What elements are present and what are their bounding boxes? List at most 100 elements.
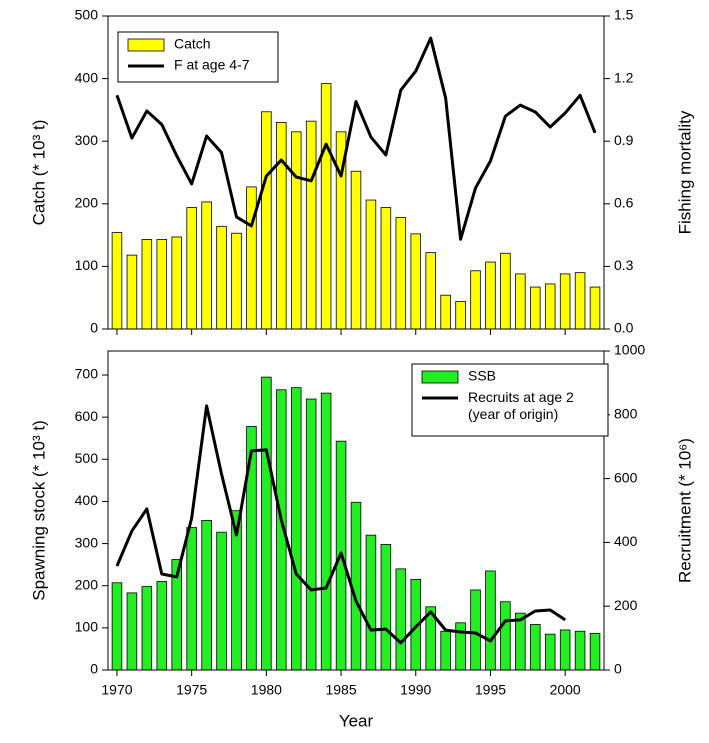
bar [216,531,227,671]
bar [574,630,586,671]
y-tick-label: 700 [75,366,99,382]
bar [380,544,392,671]
y2-tick-label: 1.5 [614,7,634,23]
bar [500,601,511,671]
y2-tick-label: 600 [614,469,638,485]
bar [171,236,182,330]
legend-label: F at age 4-7 [174,57,250,73]
y-tick-label: 100 [75,257,99,273]
y2-axis-label: Fishing mortality [675,110,694,234]
y2-tick-label: 1000 [614,342,645,358]
y2-axis-label: Recruitment (* 10⁶) [675,438,694,583]
y-tick-label: 0 [90,320,98,336]
y2-tick-label: 200 [614,597,638,613]
bar [186,207,197,330]
bar [305,398,317,671]
bar [141,586,153,671]
plot-frame [107,350,605,671]
bar [290,131,302,330]
bar [365,199,377,330]
y-tick-label: 400 [75,492,99,508]
x-tick-label: 1995 [475,682,506,698]
bar [246,186,257,330]
bar [530,624,541,671]
y-tick-label: 400 [75,69,99,85]
x-tick-label: 1990 [400,682,431,698]
bar [231,232,242,330]
bar [395,568,407,671]
legend-label: Recruits at age 2 (year of origin) [468,389,574,422]
bar [589,632,601,671]
bar [141,239,153,330]
bar [126,592,138,671]
y-tick-label: 600 [75,408,99,424]
y-axis-label: Catch (* 10³ t) [29,120,48,226]
bar [515,273,526,330]
bar [201,201,212,330]
bar [530,286,541,330]
y-tick-label: 0 [90,661,98,677]
bar [559,629,571,671]
bar [276,122,287,330]
bar [425,252,436,330]
bar [320,392,332,671]
x-tick-label: 1970 [101,682,132,698]
bar [290,387,302,671]
bar [574,272,586,330]
y-tick-label: 200 [75,195,99,211]
x-tick-label: 1980 [251,682,282,698]
bar [410,233,422,330]
bar [589,286,601,330]
bar [470,589,481,671]
y-tick-label: 500 [75,7,99,23]
x-tick-label: 1975 [176,682,207,698]
bar [440,630,451,671]
bar [395,217,407,330]
bar [261,376,272,671]
y-axis-label: Spawning stock (* 10³ t) [29,420,48,600]
bar [485,570,496,671]
bar [365,534,377,671]
x-tick-label: 1985 [325,682,356,698]
bar [320,83,332,330]
bar [261,111,272,330]
y-tick-label: 500 [75,450,99,466]
bar [201,520,212,671]
y-tick-label: 300 [75,132,99,148]
bar [559,273,571,330]
legend-label: Catch [174,36,211,52]
bar [485,261,496,330]
y2-tick-label: 800 [614,406,638,422]
y-tick-label: 300 [75,534,99,550]
legend-swatch [421,370,459,384]
y2-tick-label: 0.9 [614,132,634,148]
y2-tick-label: 1.2 [614,69,634,85]
plot-frame [107,15,605,330]
bar [186,527,197,671]
x-axis-label: Year [339,711,374,730]
y2-tick-label: 0.0 [614,320,634,336]
bar [126,254,138,330]
bar [500,252,511,330]
bar [544,283,556,330]
x-tick-label: 2000 [550,682,581,698]
bar [111,582,123,671]
y2-tick-label: 0 [614,661,622,677]
y2-tick-label: 400 [614,533,638,549]
bar [156,239,168,330]
bar [470,270,481,330]
y2-tick-label: 0.6 [614,195,634,211]
bar [350,170,362,330]
bar [305,120,317,330]
y-tick-label: 100 [75,619,99,635]
legend-swatch [127,38,165,52]
bar [515,612,526,671]
bar [380,207,392,330]
y2-tick-label: 0.3 [614,257,634,273]
line-series [115,404,566,645]
bar [544,633,556,671]
bar [216,225,227,330]
bar [156,581,168,671]
line-series [115,36,597,241]
